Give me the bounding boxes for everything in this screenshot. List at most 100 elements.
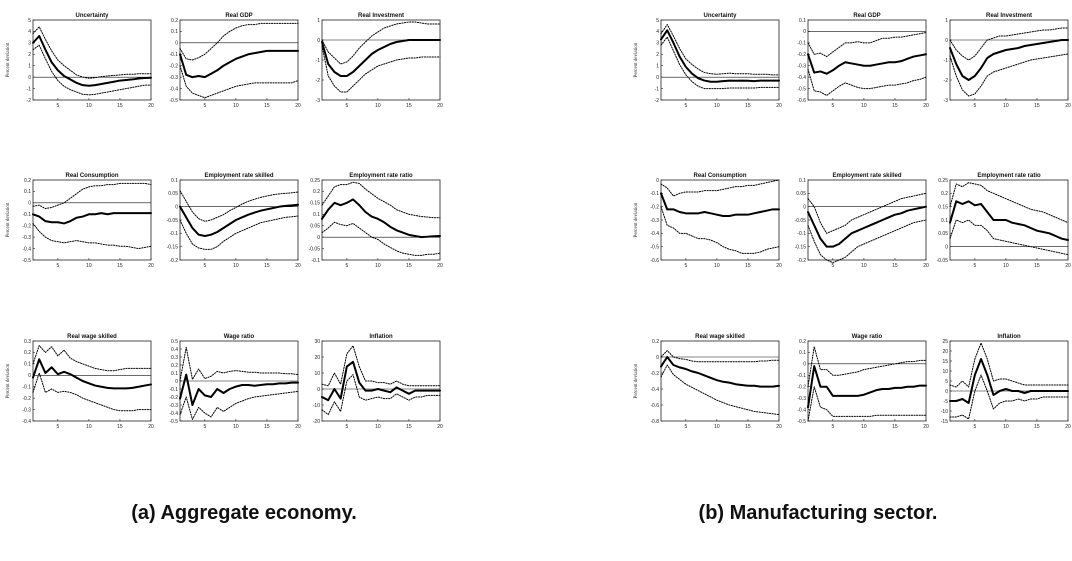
y-tick-label: -0.1 bbox=[169, 231, 178, 237]
y-tick-label: -0.5 bbox=[650, 244, 659, 250]
x-tick-label: 15 bbox=[745, 424, 751, 430]
chart-panel-b-employment-rate-ratio: Employment rate ratio -0.05 0 0.05 0.1 0.15 0.… bbox=[937, 173, 1071, 269]
y-tick-label: -10 bbox=[941, 409, 948, 415]
y-tick-label: 0.1 bbox=[799, 18, 806, 24]
y-tick-label: 0.1 bbox=[941, 218, 948, 224]
x-tick-label: 5 bbox=[684, 424, 687, 430]
series-line-median bbox=[949, 200, 1069, 241]
y-tick-label: -0.1 bbox=[797, 231, 806, 237]
y-tick-label: 0 bbox=[945, 38, 948, 44]
chart-panel-b-uncertainty: Uncertainty Percent deviation -2 -1 0 1 2 3 4 5 5 1… bbox=[634, 13, 782, 109]
band-line-upper bbox=[949, 27, 1069, 61]
band-line-upper bbox=[949, 182, 1069, 224]
y-tick-label: 0.2 bbox=[652, 339, 659, 345]
series-line-median bbox=[660, 192, 780, 217]
x-tick-label: 5 bbox=[203, 424, 206, 430]
chart-title: Real GDP bbox=[225, 13, 252, 19]
y-tick-label: -0.1 bbox=[169, 52, 178, 58]
series-line-median bbox=[321, 198, 441, 239]
plot-frame bbox=[949, 19, 1069, 101]
chart-title: Real wage skilled bbox=[67, 334, 117, 340]
y-tick-label: -2 bbox=[655, 98, 660, 104]
y-axis-label: Percent deviation bbox=[634, 363, 639, 398]
chart-title: Real Investment bbox=[986, 13, 1032, 19]
y-tick-label: -0.1 bbox=[169, 387, 178, 393]
y-tick-label: -15 bbox=[941, 419, 948, 425]
y-tick-label: 0 bbox=[28, 201, 31, 207]
band-line-lower bbox=[321, 45, 441, 93]
x-tick-label: 20 bbox=[437, 263, 443, 269]
x-tick-label: 15 bbox=[1034, 424, 1040, 430]
x-tick-label: 5 bbox=[831, 263, 834, 269]
y-tick-label: -10 bbox=[313, 403, 320, 409]
x-tick-label: 10 bbox=[375, 103, 381, 109]
series-line-median bbox=[179, 203, 299, 237]
y-tick-label: -0.4 bbox=[650, 387, 659, 393]
x-tick-label: 20 bbox=[776, 103, 782, 109]
y-tick-label: 0.1 bbox=[171, 178, 178, 184]
x-tick-label: 20 bbox=[1065, 424, 1071, 430]
y-tick-label: -0.5 bbox=[797, 86, 806, 92]
y-tick-label: -0.2 bbox=[797, 52, 806, 58]
chart-panel-b-inflation: Inflation -15 -10 -5 0 5 10 15 20 25 5 10 15 20 bbox=[941, 334, 1071, 430]
x-tick-label: 10 bbox=[714, 263, 720, 269]
chart-panel-b-real-consumption: Real Consumption Percent deviation -0.6 -0.… bbox=[634, 173, 782, 269]
x-tick-label: 15 bbox=[1034, 263, 1040, 269]
chart-title: Wage ratio bbox=[224, 334, 255, 340]
y-tick-label: -0.2 bbox=[22, 396, 31, 402]
band-line-upper bbox=[807, 192, 927, 234]
y-tick-label: 10 bbox=[314, 371, 320, 377]
chart-panel-a-wage-ratio: Wage ratio -0.5 -0.4 -0.3 -0.2 -0.1 0 0.1 0.2 0.3… bbox=[169, 334, 301, 430]
band-line-lower bbox=[32, 372, 152, 412]
x-tick-label: 5 bbox=[345, 263, 348, 269]
x-tick-label: 10 bbox=[1003, 103, 1009, 109]
y-tick-label: 3 bbox=[28, 41, 31, 47]
x-tick-label: 20 bbox=[776, 424, 782, 430]
y-tick-label: 0.05 bbox=[168, 191, 178, 197]
y-tick-label: 10 bbox=[942, 369, 948, 375]
band-line-upper bbox=[179, 22, 299, 61]
y-tick-label: 2 bbox=[28, 52, 31, 58]
y-tick-label: -0.8 bbox=[650, 419, 659, 425]
x-tick-label: 15 bbox=[117, 424, 123, 430]
chart-panel-a-uncertainty: Uncertainty Percent deviation -2 -1 0 1 2 3 4 5 5 1… bbox=[6, 13, 154, 109]
series-line-median bbox=[807, 205, 927, 248]
y-tick-label: 0.15 bbox=[938, 204, 948, 210]
y-tick-label: -0.05 bbox=[309, 246, 321, 252]
plot-frame bbox=[179, 179, 299, 261]
plot-frame bbox=[32, 19, 152, 101]
y-tick-label: 15 bbox=[942, 359, 948, 365]
y-tick-label: 0.4 bbox=[171, 347, 178, 353]
chart-title: Real GDP bbox=[853, 13, 880, 19]
band-line-upper bbox=[321, 345, 441, 387]
y-tick-label: 0 bbox=[317, 38, 320, 44]
series-line-median bbox=[32, 358, 152, 390]
y-tick-label: -0.2 bbox=[797, 385, 806, 391]
y-tick-label: -0.15 bbox=[167, 244, 179, 250]
x-tick-label: 20 bbox=[923, 424, 929, 430]
y-tick-label: -0.3 bbox=[169, 403, 178, 409]
x-tick-label: 10 bbox=[1003, 263, 1009, 269]
chart-title: Real Consumption bbox=[693, 173, 746, 179]
y-tick-label: -1 bbox=[27, 86, 32, 92]
caption-manufacturing-sector: (b) Manufacturing sector. bbox=[698, 502, 938, 524]
chart-panel-b-real-gdp: Real GDP -0.6 -0.5 -0.4 -0.3 -0.2 -0.1 0 0.1 5 10 1… bbox=[797, 13, 929, 109]
y-tick-label: 0 bbox=[656, 178, 659, 184]
y-tick-label: 1 bbox=[945, 18, 948, 24]
y-tick-label: 2 bbox=[656, 52, 659, 58]
x-tick-label: 10 bbox=[714, 103, 720, 109]
y-tick-label: -3 bbox=[944, 98, 949, 104]
chart-panel-a-employment-rate-skilled: Employment rate skilled -0.2 -0.15 -0.1 -0.0… bbox=[167, 173, 301, 269]
x-tick-label: 5 bbox=[831, 424, 834, 430]
x-tick-label: 20 bbox=[923, 263, 929, 269]
band-line-lower bbox=[660, 36, 780, 90]
x-tick-label: 5 bbox=[56, 103, 59, 109]
x-tick-label: 5 bbox=[56, 263, 59, 269]
x-tick-label: 15 bbox=[406, 424, 412, 430]
y-tick-label: -0.5 bbox=[169, 419, 178, 425]
y-tick-label: -0.4 bbox=[169, 411, 178, 417]
chart-title: Wage ratio bbox=[852, 334, 883, 340]
y-tick-label: -0.2 bbox=[169, 258, 178, 264]
x-tick-label: 15 bbox=[745, 263, 751, 269]
series-line-median bbox=[807, 365, 927, 409]
